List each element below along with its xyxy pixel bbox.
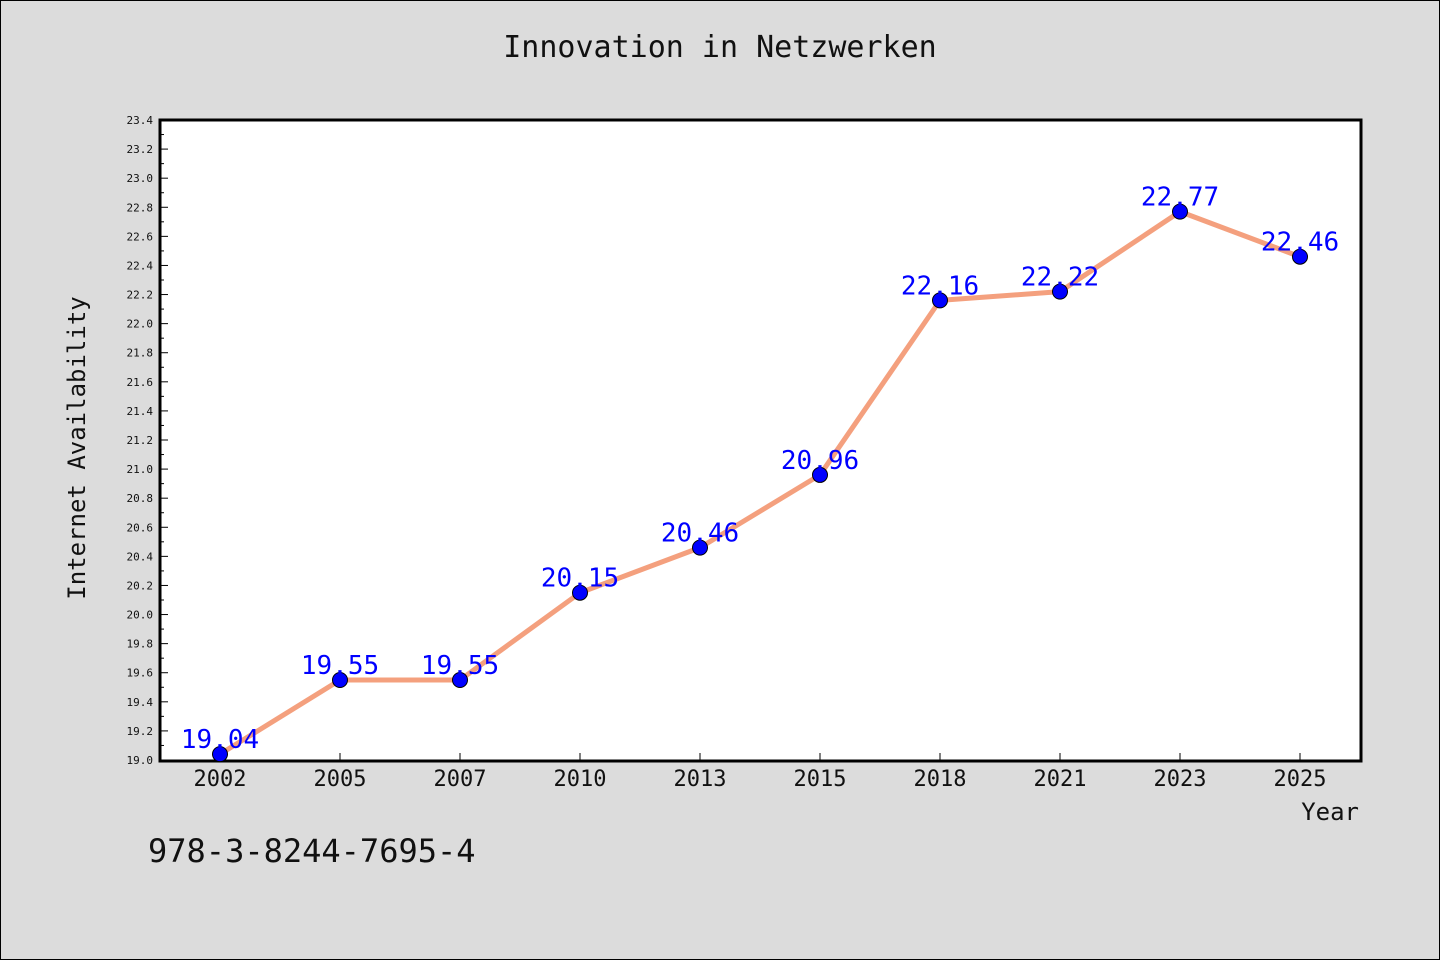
data-label: 19.55 (421, 651, 499, 681)
x-tick-label: 2010 (554, 767, 607, 792)
y-tick-label: 22.4 (127, 259, 154, 272)
data-label: 19.55 (301, 651, 379, 681)
x-axis: 2002 2005 2007 2010 2013 2015 2018 2021 2023 2025 (194, 753, 1327, 792)
x-tick-label: 2018 (914, 767, 967, 792)
y-tick-label: 20.2 (127, 579, 154, 592)
y-tick-label: 19.0 (127, 754, 154, 767)
data-label: 20.96 (781, 446, 859, 476)
x-tick-label: 2013 (674, 767, 727, 792)
chart-title: Innovation in Netzwerken (503, 30, 937, 65)
data-point (572, 584, 588, 601)
data-label: 20.15 (541, 564, 619, 594)
data-label: 19.04 (181, 725, 259, 755)
data-point (452, 672, 468, 688)
data-label: 20.46 (661, 519, 739, 549)
y-tick-label: 21.4 (127, 405, 154, 418)
x-tick-label: 2005 (314, 767, 367, 792)
y-tick-label: 20.4 (127, 550, 154, 563)
x-axis-label: Year (1301, 798, 1359, 826)
data-point (212, 746, 228, 763)
isbn-text: 978-3-8244-7695-4 (148, 832, 476, 870)
y-tick-label: 21.6 (127, 376, 154, 389)
y-tick-label: 20.6 (127, 521, 154, 534)
x-tick-label: 2025 (1274, 767, 1327, 792)
data-point (692, 539, 708, 556)
data-point (332, 672, 348, 688)
data-label: 22.16 (901, 271, 979, 301)
y-tick-label: 22.6 (127, 230, 154, 243)
y-tick-label: 19.8 (127, 638, 154, 651)
data-point (1052, 283, 1068, 300)
y-tick-label: 23.2 (127, 143, 154, 156)
x-tick-label: 2007 (434, 767, 487, 792)
x-tick-label: 2002 (194, 767, 247, 792)
y-tick-label: 22.2 (127, 289, 154, 302)
y-tick-label: 23.4 (127, 114, 154, 127)
y-tick-label: 22.8 (127, 201, 154, 214)
y-tick-label: 20.0 (127, 609, 154, 622)
series-group: 19.04 19.55 19.55 20.15 20.46 20.96 22.16 22.22… (181, 183, 1339, 763)
y-tick-label: 19.4 (127, 696, 154, 709)
y-axis-label: Internet Availability (63, 296, 91, 599)
x-tick-label: 2021 (1034, 767, 1087, 792)
y-tick-label: 21.2 (127, 434, 154, 447)
data-point (812, 466, 828, 483)
series-line (218, 209, 1301, 757)
y-axis: 19.0 19.2 19.4 19.6 19.8 20.0 20.2 20.4 20.6 20.8… (127, 114, 168, 767)
x-tick-label: 2015 (794, 767, 847, 792)
y-tick-label: 21.0 (127, 463, 154, 476)
data-point (1292, 248, 1308, 265)
data-label: 22.46 (1261, 228, 1339, 258)
y-tick-label: 19.6 (127, 667, 154, 680)
data-point (932, 292, 948, 309)
data-label: 22.77 (1141, 183, 1219, 213)
data-point (1172, 203, 1188, 220)
y-tick-label: 20.8 (127, 492, 154, 505)
data-label: 22.22 (1021, 263, 1099, 293)
y-tick-label: 23.0 (127, 172, 154, 185)
y-tick-label: 21.8 (127, 347, 154, 360)
y-tick-label: 19.2 (127, 725, 154, 738)
x-tick-label: 2023 (1154, 767, 1207, 792)
y-tick-label: 22.0 (127, 318, 154, 331)
